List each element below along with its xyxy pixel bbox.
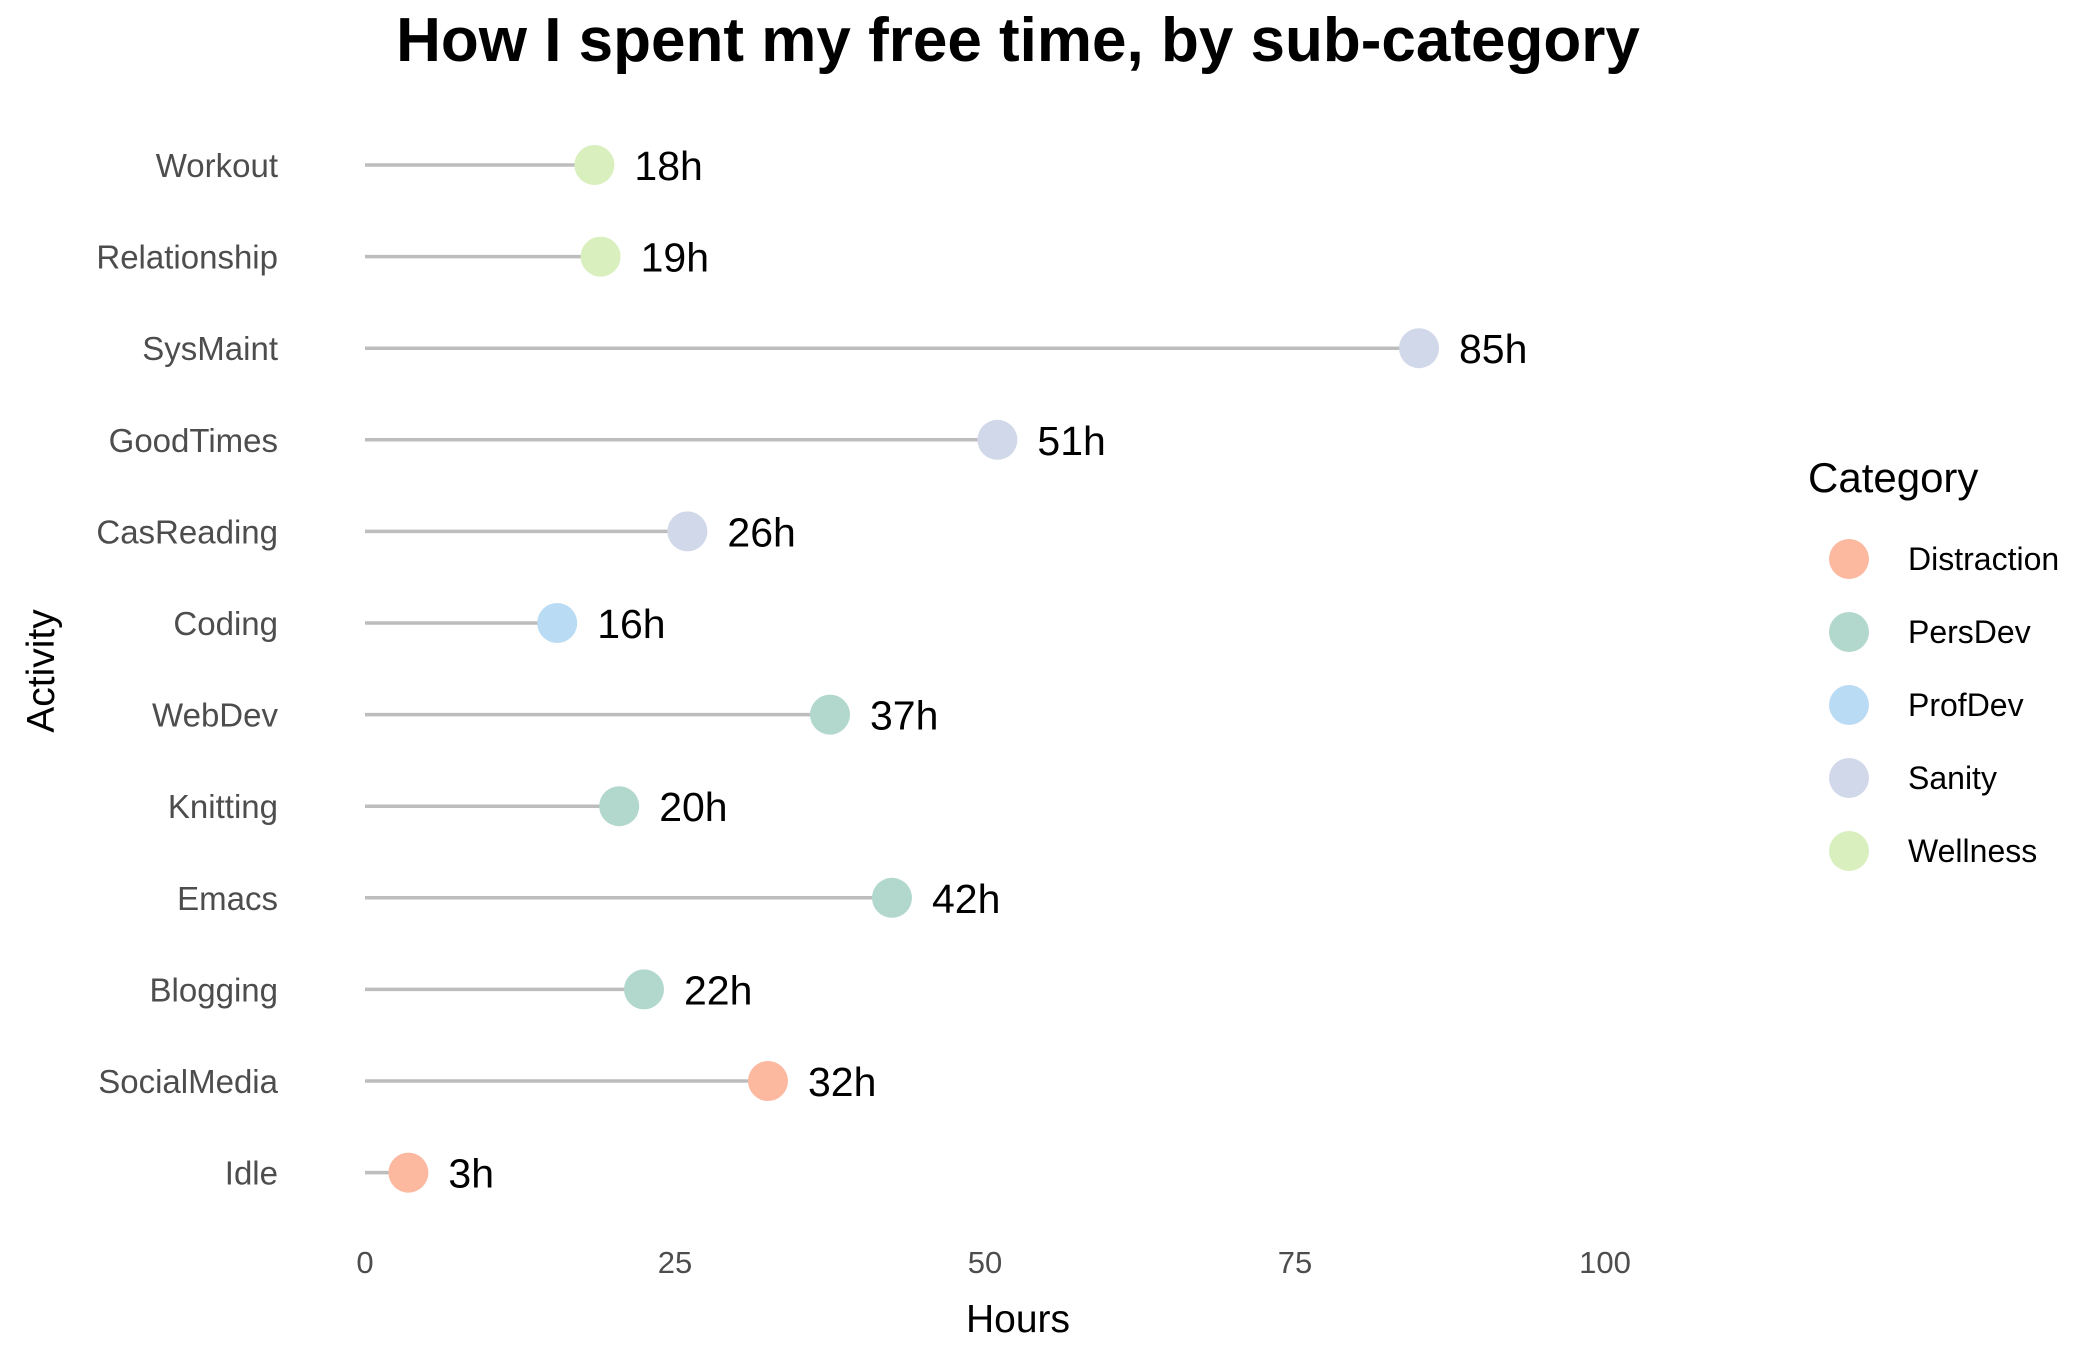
point-Knitting (599, 786, 640, 827)
y-axis-ticks: Workout Relationship SysMaint GoodTimes CasR… (96, 147, 278, 1192)
y-tick-SocialMedia: SocialMedia (98, 1063, 278, 1100)
point-SysMaint (1399, 328, 1439, 369)
legend-label-Wellness: Wellness (1908, 833, 2037, 869)
point-Emacs (872, 877, 912, 918)
y-tick-Knitting: Knitting (168, 788, 278, 825)
x-tick-100: 100 (1579, 1245, 1631, 1280)
x-tick-25: 25 (658, 1245, 692, 1280)
y-tick-Blogging: Blogging (150, 971, 278, 1008)
point-GoodTimes (977, 419, 1018, 460)
data-label-Coding: 16h (597, 601, 665, 647)
legend-key-Wellness (1829, 831, 1869, 871)
point-Relationship (580, 236, 621, 277)
data-label-WebDev: 37h (870, 693, 938, 739)
point-CasReading (667, 511, 708, 552)
y-tick-Relationship: Relationship (96, 239, 278, 276)
y-tick-Workout: Workout (156, 147, 278, 184)
point-Blogging (624, 969, 664, 1010)
point-Workout (574, 145, 615, 185)
legend-key-PersDev (1829, 612, 1869, 652)
y-tick-GoodTimes: GoodTimes (109, 422, 278, 459)
y-tick-CasReading: CasReading (96, 513, 278, 550)
point-WebDev (810, 694, 850, 735)
y-tick-Idle: Idle (225, 1155, 278, 1192)
point-Idle (388, 1152, 429, 1193)
x-tick-50: 50 (968, 1245, 1002, 1280)
chart-title: How I spent my free time, by sub-categor… (396, 6, 1640, 75)
x-tick-0: 0 (356, 1245, 373, 1280)
legend: Category Distraction PersDev ProfDev Sanity… (1808, 454, 2059, 871)
legend-label-Distraction: Distraction (1908, 541, 2059, 577)
data-label-Relationship: 19h (641, 235, 709, 281)
data-label-Workout: 18h (634, 143, 702, 189)
y-tick-Emacs: Emacs (177, 880, 278, 917)
x-axis-label: Hours (966, 1298, 1070, 1341)
data-label-SocialMedia: 32h (808, 1059, 876, 1105)
data-label-CasReading: 26h (727, 509, 795, 555)
data-label-Knitting: 20h (659, 784, 727, 830)
y-axis-label: Activity (20, 609, 63, 733)
legend-key-Distraction (1829, 539, 1869, 579)
point-Coding (537, 603, 578, 643)
y-tick-WebDev: WebDev (152, 697, 278, 734)
data-label-Idle: 3h (448, 1151, 494, 1197)
legend-label-Sanity: Sanity (1908, 760, 1997, 796)
legend-title: Category (1808, 454, 1978, 501)
y-tick-SysMaint: SysMaint (142, 330, 278, 367)
y-tick-Coding: Coding (173, 605, 278, 642)
data-label-SysMaint: 85h (1459, 326, 1527, 372)
x-tick-75: 75 (1278, 1245, 1312, 1280)
legend-label-PersDev: PersDev (1908, 614, 2031, 650)
data-label-Blogging: 22h (684, 967, 752, 1013)
legend-label-ProfDev: ProfDev (1908, 687, 2024, 723)
plot-area: 18h 19h 85h 51h 26h 16h 37h 20h 42h 22h 32h 3h (365, 143, 1527, 1197)
data-label-Emacs: 42h (932, 876, 1000, 922)
legend-key-ProfDev (1829, 685, 1869, 725)
x-axis-ticks: 0 25 50 75 100 (356, 1245, 1630, 1280)
legend-key-Sanity (1829, 758, 1869, 798)
point-SocialMedia (748, 1061, 788, 1101)
data-label-GoodTimes: 51h (1037, 418, 1105, 464)
